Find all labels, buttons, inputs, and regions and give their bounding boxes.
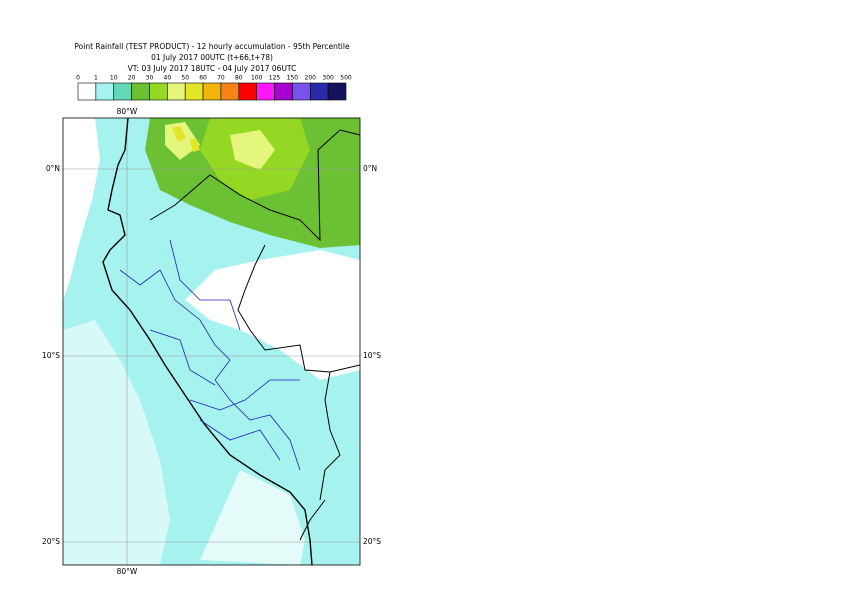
legend-swatch <box>202 82 222 101</box>
lat-label: 0°N <box>363 164 377 173</box>
map <box>63 118 360 565</box>
legend-swatch <box>113 82 132 101</box>
dry-ocean <box>63 320 170 565</box>
region-border <box>119 239 301 471</box>
dry-ocean <box>63 118 100 300</box>
legend-swatch <box>184 82 204 101</box>
rain-field <box>165 122 275 170</box>
legend-swatch <box>256 82 275 101</box>
title: Point Rainfall (TEST PRODUCT) - 12 hourl… <box>74 42 350 51</box>
legend-label: 200 <box>305 75 317 82</box>
legend-swatch <box>292 82 311 101</box>
dry-land <box>185 250 360 380</box>
legend-swatch <box>167 82 186 101</box>
lat-label: 0°N <box>46 164 60 173</box>
legend-label: 10 <box>110 75 118 82</box>
lon-label: 80°W <box>117 567 138 576</box>
legend-label: 100 <box>251 75 263 82</box>
legend-label: 150 <box>287 75 299 82</box>
legend-label: 20 <box>128 75 136 82</box>
lat-label: 10°S <box>42 351 60 360</box>
dry-land <box>200 470 305 565</box>
valid-time: VT: 03 July 2017 18UTC - 04 July 2017 06… <box>128 64 297 73</box>
map-frame <box>62 117 361 566</box>
legend-swatch <box>220 82 240 101</box>
lon-label: 80°W <box>117 107 138 116</box>
country-border <box>149 129 360 541</box>
legend-label: 70 <box>217 75 225 82</box>
base-time: 01 July 2017 00UTC (t+66,t+78) <box>151 53 273 62</box>
legend-label: 0 <box>76 75 80 82</box>
legend-swatch <box>327 82 347 101</box>
lat-label: 20°S <box>363 537 381 546</box>
legend-swatch <box>149 82 168 101</box>
legend-swatch <box>77 82 97 101</box>
legend-label: 30 <box>146 75 154 82</box>
legend-label: 40 <box>164 75 172 82</box>
legend-label: 1 <box>94 75 98 82</box>
legend-label: 80 <box>235 75 243 82</box>
legend-swatch <box>131 82 150 101</box>
legend-label: 50 <box>181 75 189 82</box>
rain-field <box>172 126 200 152</box>
coastline <box>102 118 313 565</box>
lat-label: 20°S <box>42 537 60 546</box>
legend-swatch <box>309 82 329 101</box>
legend-label: 300 <box>322 75 334 82</box>
legend-label: 60 <box>199 75 207 82</box>
legend-label: 500 <box>340 75 352 82</box>
legend-swatch <box>238 82 257 101</box>
legend-swatch <box>274 82 293 101</box>
legend: 0 1 10 20 30 40 50 60 70 80 100 125 150 200 300 500 <box>76 75 352 101</box>
legend-swatch <box>95 82 115 101</box>
lat-label: 10°S <box>363 351 381 360</box>
legend-label: 125 <box>269 75 281 82</box>
